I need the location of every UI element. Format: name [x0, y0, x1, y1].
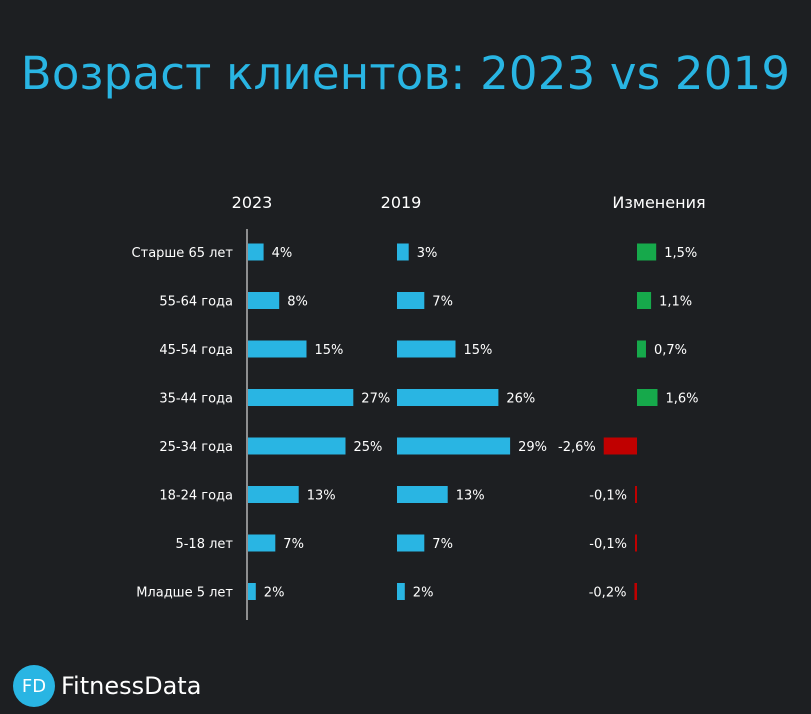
- age-comparison-chart: 2023 2019 Изменения Старше 65 лет 4% 3% 1,5% 55…: [132, 193, 706, 620]
- change-bar-negative: [603, 437, 637, 455]
- column-header-2019: 2019: [381, 193, 422, 212]
- column-header-change: Изменения: [612, 193, 705, 212]
- bar-2019: [397, 534, 425, 552]
- column-header-2023: 2023: [232, 193, 273, 212]
- bar-2023: [248, 243, 264, 261]
- bar-2023: [248, 389, 354, 406]
- bar-2023-label: 4%: [272, 246, 293, 261]
- change-bar-positive: [637, 243, 657, 261]
- bar-2019: [397, 389, 499, 406]
- change-bar-negative: [634, 583, 637, 600]
- change-label: -0,1%: [589, 537, 627, 552]
- bar-2019: [397, 583, 405, 600]
- category-label: 55-64 года: [159, 295, 233, 310]
- bar-2023-label: 2%: [264, 586, 285, 601]
- bar-2019: [397, 243, 409, 261]
- change-label: -2,6%: [558, 440, 596, 455]
- change-bar-positive: [637, 389, 658, 406]
- bar-2023-label: 15%: [315, 343, 344, 358]
- bar-2023: [248, 534, 276, 552]
- bar-2019-label: 26%: [506, 392, 535, 407]
- change-bar-positive: [637, 292, 652, 309]
- bar-2019-label: 3%: [417, 246, 438, 261]
- category-label: 5-18 лет: [175, 537, 233, 552]
- bar-2019-label: 15%: [464, 343, 493, 358]
- bar-2023: [248, 486, 299, 503]
- bar-2019-label: 2%: [413, 586, 434, 601]
- change-label: -0,1%: [589, 489, 627, 504]
- bar-2023-label: 27%: [361, 392, 390, 407]
- bar-2023-label: 13%: [307, 489, 336, 504]
- chart-title: Возраст клиентов: 2023 vs 2019: [20, 47, 791, 100]
- bar-2023-label: 25%: [354, 440, 383, 455]
- bar-2023: [248, 583, 256, 600]
- logo-badge: FD: [13, 665, 55, 707]
- bar-2019-label: 13%: [456, 489, 485, 504]
- bar-2019: [397, 292, 425, 309]
- change-bar-positive: [637, 340, 646, 358]
- bar-2023: [248, 340, 307, 358]
- change-label: 1,1%: [659, 295, 692, 310]
- category-label: Старше 65 лет: [132, 246, 234, 261]
- fitnessdata-logo: FD FitnessData: [13, 663, 201, 709]
- bar-2023: [248, 437, 346, 455]
- bar-2019: [397, 486, 448, 503]
- change-label: -0,2%: [589, 586, 627, 601]
- category-label: 25-34 года: [159, 440, 233, 455]
- change-bar-negative: [635, 534, 637, 552]
- bar-2023-label: 7%: [283, 537, 304, 552]
- bar-2019-label: 7%: [432, 537, 453, 552]
- category-label: Младше 5 лет: [136, 586, 233, 601]
- bar-2019: [397, 437, 511, 455]
- bar-2019-label: 7%: [432, 295, 453, 310]
- category-label: 35-44 года: [159, 392, 233, 407]
- change-bar-negative: [635, 486, 637, 503]
- bar-2019-label: 29%: [518, 440, 547, 455]
- change-label: 0,7%: [654, 343, 687, 358]
- bar-2019: [397, 340, 456, 358]
- logo-text: FitnessData: [61, 672, 202, 700]
- bar-2023-label: 8%: [287, 295, 308, 310]
- change-label: 1,5%: [664, 246, 697, 261]
- category-label: 18-24 года: [159, 489, 233, 504]
- bar-2023: [248, 292, 280, 309]
- category-label: 45-54 года: [159, 343, 233, 358]
- change-label: 1,6%: [665, 392, 698, 407]
